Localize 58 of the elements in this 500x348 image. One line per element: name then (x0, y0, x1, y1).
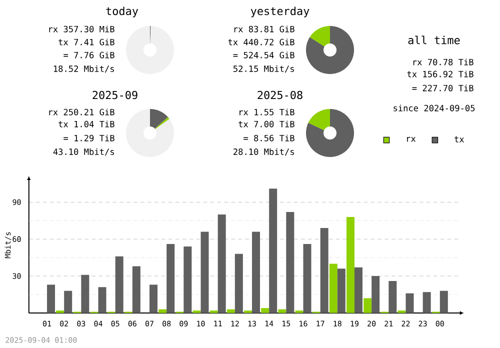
text: = 524.54 GiB (233, 52, 294, 58)
text: rx 70.78 TiB (413, 58, 474, 66)
bar (132, 266, 140, 313)
bar (158, 309, 167, 313)
text: = 7.76 GiB (64, 52, 114, 58)
text: rx 357.30 MiB (49, 26, 114, 32)
bar (354, 267, 362, 313)
bar (200, 232, 209, 313)
bar (320, 228, 328, 313)
text: 28.10 Mbit/s (234, 148, 294, 156)
bar (98, 287, 106, 313)
bar (278, 309, 286, 313)
bar (184, 246, 192, 313)
bar (150, 284, 158, 313)
text: tx 7.00 TiB (238, 120, 294, 128)
bar (422, 292, 431, 313)
bar (440, 290, 448, 313)
text: since 2024-09-05 (394, 104, 475, 112)
text: tx 1.04 TiB (58, 120, 114, 128)
chart-title: today (106, 6, 138, 18)
bar (329, 264, 338, 313)
legend-label: tx (454, 136, 464, 142)
bar (47, 284, 55, 313)
bar (286, 212, 294, 313)
chart-title: 2025-09 (92, 90, 138, 100)
bar (261, 308, 270, 313)
text: all time (408, 36, 460, 44)
bar (234, 254, 243, 313)
text: rx 83.81 GiB (234, 26, 294, 32)
chart-title: 2025-08 (258, 90, 302, 100)
bar (218, 214, 226, 313)
bar (269, 188, 278, 313)
bar (252, 232, 260, 313)
text: tx 156.92 TiB (407, 70, 474, 78)
bar (226, 309, 235, 313)
chart-title: yesterday (250, 6, 310, 18)
bar (346, 216, 354, 313)
bar (388, 280, 397, 313)
text: tx 440.72 GiB (228, 38, 294, 46)
text: tx 7.41 GiB (58, 38, 114, 46)
bar (372, 276, 380, 313)
bar (166, 244, 175, 313)
bar (303, 244, 312, 313)
text: 18.52 Mbit/s (54, 65, 114, 73)
bar (81, 274, 90, 313)
text: 43.10 Mbit/s (53, 148, 114, 156)
bar (115, 256, 124, 313)
bar (64, 290, 72, 313)
legend-label: rx (407, 136, 416, 142)
text: = 8.56 TiB (244, 134, 294, 142)
bar (337, 268, 346, 313)
text: rx 250.21 GiB (49, 108, 114, 116)
text: rx 1.55 TiB (240, 108, 294, 116)
text: 52.15 Mbit/s (234, 65, 294, 73)
text: = 1.29 TiB (64, 134, 114, 142)
text: = 227.70 TiB (412, 84, 474, 92)
bar (364, 298, 372, 313)
bar (406, 293, 414, 313)
